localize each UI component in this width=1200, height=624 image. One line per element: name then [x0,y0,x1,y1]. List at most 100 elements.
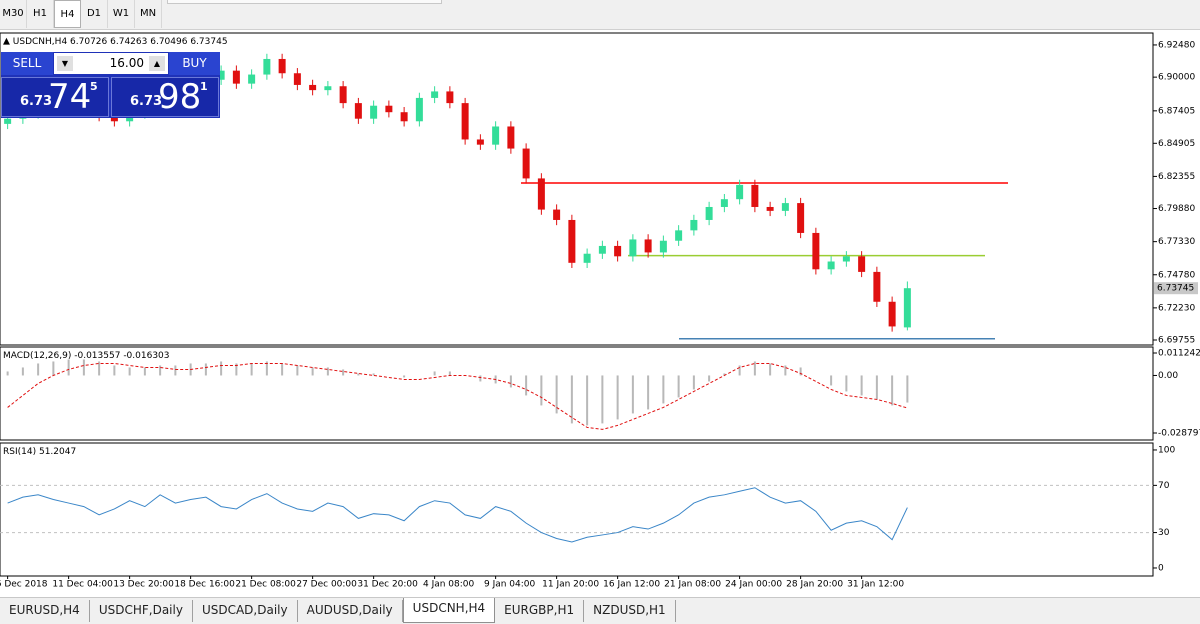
sell-button[interactable]: SELL [1,52,53,75]
macd-bar [479,375,482,382]
x-tick-label: 18 Dec 16:00 [174,580,235,590]
x-tick-label: 11 Dec 04:00 [52,580,113,590]
y-tick-label: 6.72230 [1158,303,1195,313]
buy-button[interactable]: BUY [169,52,220,75]
toolbar-scroll [167,0,442,4]
x-tick-label: 21 Jan 08:00 [664,580,721,590]
price-pips: 98 [158,77,202,117]
timeframe-button[interactable]: D1 [81,0,108,28]
price-fraction: 1 [200,80,208,93]
price-big-figure: 6.73 [130,94,163,109]
candle-body [461,103,469,140]
candle-body [324,86,332,91]
timeframe-button[interactable]: M30 [0,0,27,28]
candle-body [675,230,683,241]
candle-body [812,232,820,270]
x-tick-label: 21 Dec 08:00 [235,580,296,590]
lot-input[interactable]: ▼ 16.00 ▲ [54,53,168,74]
candle-body [446,91,454,104]
candle-body [507,126,515,149]
macd-panel [0,346,1154,441]
timeframe-toolbar: M30 H1 H4 D1 W1 MN [0,0,1200,30]
rsi-panel [0,442,1154,577]
macd-bar [37,363,40,376]
candle-body [537,178,545,210]
macd-bar [265,361,268,376]
candle-body [690,219,698,231]
candle-body [736,184,744,200]
chart-tab[interactable]: AUDUSD,Daily [298,600,403,622]
candle-body [766,206,774,211]
macd-bar [875,375,878,400]
lot-up[interactable]: ▲ [149,56,165,71]
header-close: 6.73745 [190,37,227,47]
candle-body [522,148,530,179]
candle-body [827,261,835,270]
sell-price[interactable]: 6.73 74 5 [1,77,109,117]
chart-tab[interactable]: USDCNH,H4 [402,598,496,623]
macd-bar [845,375,848,392]
timeframe-button[interactable]: MN [135,0,162,28]
candle-body [278,58,286,74]
signal-value: -0.016303 [123,351,169,361]
macd-bar [433,371,436,376]
one-click-trading: SELL ▼ 16.00 ▲ BUY 6.73 74 5 6.73 98 1 [1,52,220,118]
candle-body [903,288,911,328]
macd-bar [830,375,833,386]
x-tick-label: 28 Jan 20:00 [786,580,843,590]
macd-bar [662,375,665,404]
candle-body [431,91,439,98]
candle-body [720,199,728,207]
macd-bar [677,375,680,398]
signal-line [7,362,908,430]
candle-body [110,116,118,122]
y-tick-label: 0.00 [1158,371,1178,381]
chart-tab[interactable]: EURGBP,H1 [495,600,585,622]
chart-tab[interactable]: USDCHF,Daily [90,600,193,622]
candle-body [263,58,271,75]
chart-tab[interactable]: EURUSD,H4 [0,600,90,622]
rsi-line [7,487,908,543]
macd-bar [860,375,863,396]
macd-title: MACD(12,26,9) [3,351,71,361]
macd-bar [281,363,284,376]
candle-body [644,239,652,253]
x-tick-label: 13 Dec 20:00 [113,580,174,590]
header-high: 6.74263 [110,37,147,47]
buy-price[interactable]: 6.73 98 1 [111,77,219,117]
current-price: 6.73745 [1157,284,1194,294]
timeframe-button[interactable]: H4 [54,0,81,28]
candle-body [568,219,576,263]
candle-body [400,112,408,122]
macd-bar [601,375,604,424]
macd-bar [509,375,512,388]
macd-bar [586,375,589,426]
x-tick-label: 16 Jan 12:00 [603,580,660,590]
chart-tab[interactable]: NZDUSD,H1 [584,600,676,622]
chart-tabs: EURUSD,H4 USDCHF,Daily USDCAD,Daily AUDUSD,… [0,597,1200,624]
candle-body [232,70,240,84]
candle-body [293,73,301,85]
y-tick-label: 6.92480 [1158,40,1195,50]
x-tick-label: 27 Dec 00:00 [296,580,357,590]
x-tick-label: 11 Jan 20:00 [542,580,599,590]
x-tick-label: 31 Jan 12:00 [847,580,904,590]
chart-tab[interactable]: USDCAD,Daily [193,600,298,622]
candle-body [370,105,378,119]
timeframe-button[interactable]: H1 [27,0,54,28]
y-tick-label: 6.79880 [1158,204,1195,214]
y-tick-label: 100 [1158,445,1175,455]
price-panel [0,32,1154,346]
macd-bar [357,373,360,376]
candle-body [797,203,805,233]
x-tick-label: 6 Dec 2018 [0,580,48,590]
symbol: USDCNH,H4 [13,37,68,47]
y-tick-label: 6.77330 [1158,237,1195,247]
macd-bar [403,375,406,378]
macd-bar [326,367,329,376]
macd-bar [128,367,131,376]
timeframe-button[interactable]: W1 [108,0,135,28]
lot-down[interactable]: ▼ [57,56,73,71]
macd-bar [143,367,146,376]
